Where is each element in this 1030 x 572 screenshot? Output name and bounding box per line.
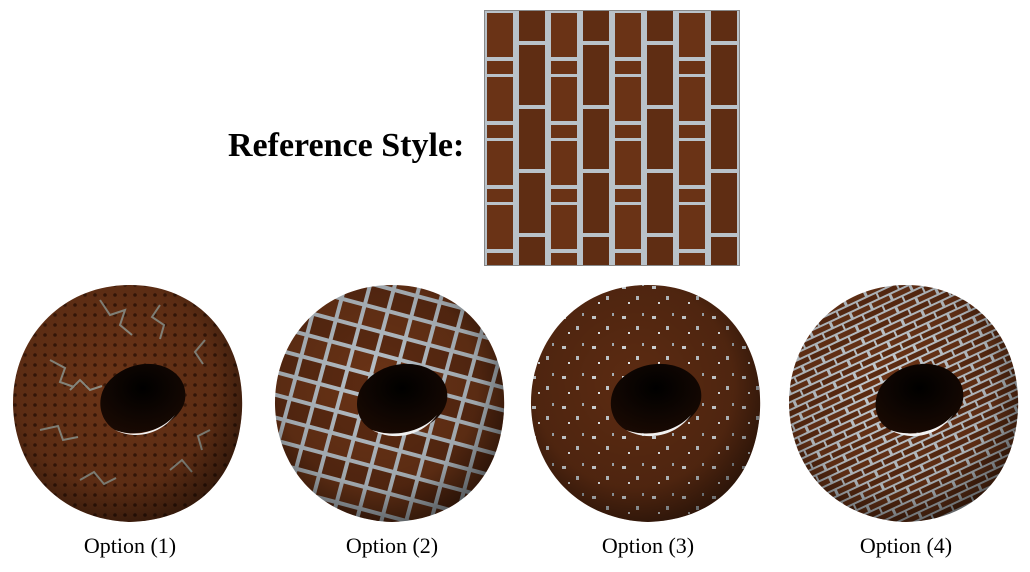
option-4-label: Option (4)	[859, 533, 953, 558]
torus-render-option-1	[12, 285, 243, 522]
reference-texture-swatch	[484, 10, 740, 266]
option-2[interactable]: Option (2)	[272, 280, 512, 570]
reference-style-label: Reference Style:	[228, 127, 465, 164]
torus-render-option-3	[530, 285, 761, 522]
option-3-label: Option (3)	[601, 533, 695, 558]
option-2-label: Option (2)	[345, 533, 439, 558]
option-3[interactable]: Option (3)	[528, 280, 768, 570]
option-1-label: Option (1)	[83, 533, 177, 558]
option-1[interactable]: Option (1)	[10, 280, 250, 570]
option-4[interactable]: Option (4)	[786, 280, 1026, 570]
torus-render-option-4	[788, 285, 1019, 522]
torus-render-option-2	[274, 285, 505, 522]
